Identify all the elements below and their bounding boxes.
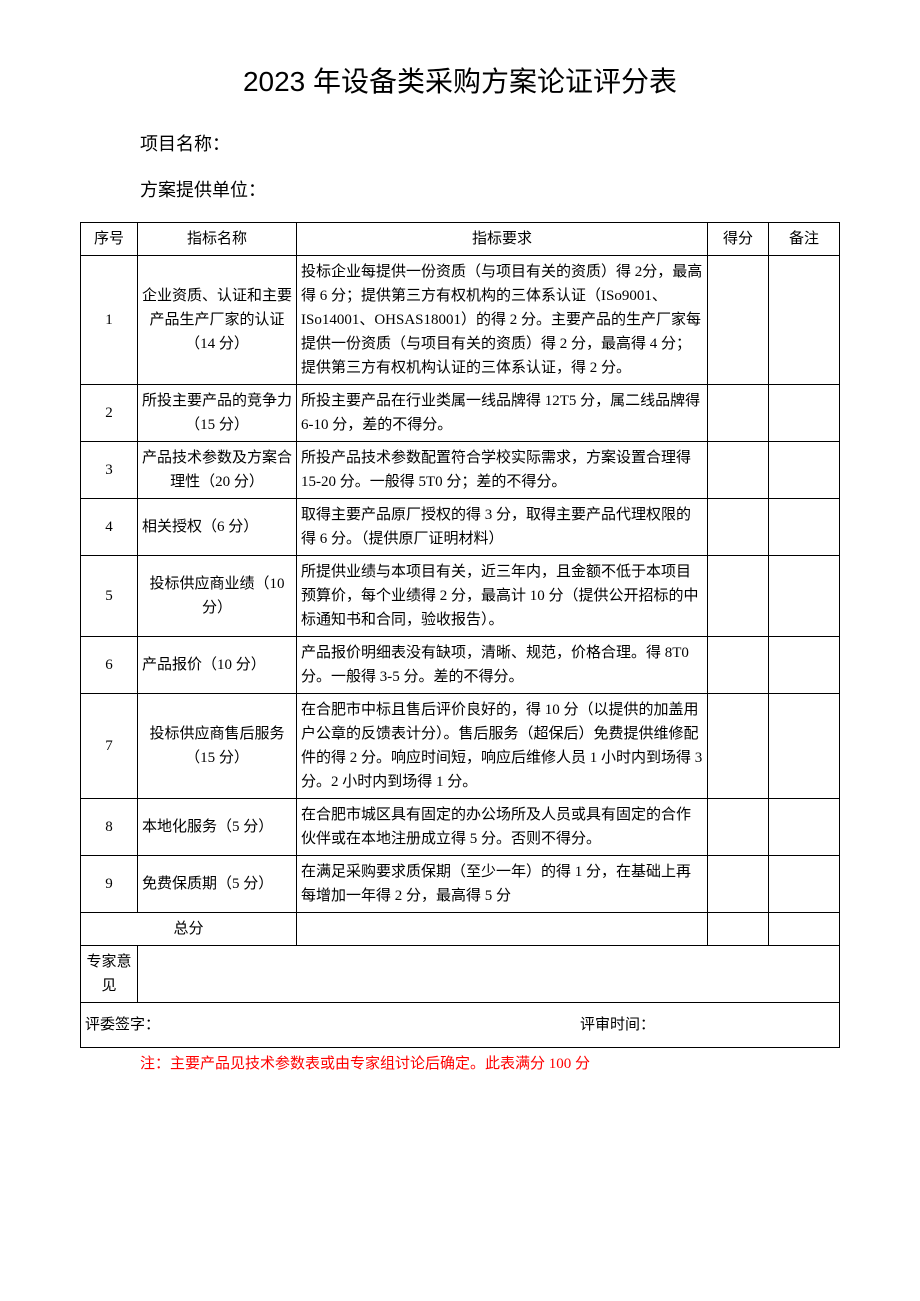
signature-right-label: 评审时间： <box>580 1013 835 1037</box>
cell-score <box>708 256 769 385</box>
total-score <box>708 913 769 946</box>
cell-seq: 4 <box>81 499 138 556</box>
table-row: 9 免费保质期（5 分） 在满足采购要求质保期（至少一年）的得 1 分，在基础上… <box>81 856 840 913</box>
cell-name: 企业资质、认证和主要产品生产厂家的认证（14 分） <box>138 256 297 385</box>
scoring-table: 序号 指标名称 指标要求 得分 备注 1 企业资质、认证和主要产品生产厂家的认证… <box>80 222 840 1048</box>
cell-score <box>708 694 769 799</box>
cell-remark <box>769 856 840 913</box>
cell-name: 投标供应商业绩（10分） <box>138 556 297 637</box>
expert-row: 专家意见 <box>81 946 840 1003</box>
cell-seq: 7 <box>81 694 138 799</box>
table-row: 1 企业资质、认证和主要产品生产厂家的认证（14 分） 投标企业每提供一份资质（… <box>81 256 840 385</box>
cell-name: 产品报价（10 分） <box>138 637 297 694</box>
cell-req: 在合肥市中标且售后评价良好的，得 10 分（以提供的加盖用户公章的反馈表计分）。… <box>297 694 708 799</box>
cell-seq: 3 <box>81 442 138 499</box>
total-label: 总分 <box>81 913 297 946</box>
total-remark <box>769 913 840 946</box>
cell-score <box>708 499 769 556</box>
expert-label: 专家意见 <box>81 946 138 1003</box>
table-row: 3 产品技术参数及方案合理性（20 分） 所投产品技术参数配置符合学校实际需求，… <box>81 442 840 499</box>
table-row: 8 本地化服务（5 分） 在合肥市城区具有固定的办公场所及人员或具有固定的合作伙… <box>81 799 840 856</box>
header-name: 指标名称 <box>138 223 297 256</box>
cell-score <box>708 637 769 694</box>
cell-name: 相关授权（6 分） <box>138 499 297 556</box>
cell-name: 免费保质期（5 分） <box>138 856 297 913</box>
cell-req: 在合肥市城区具有固定的办公场所及人员或具有固定的合作伙伴或在本地注册成立得 5 … <box>297 799 708 856</box>
cell-seq: 5 <box>81 556 138 637</box>
cell-req: 所提供业绩与本项目有关，近三年内，且金额不低于本项目预算价，每个业绩得 2 分，… <box>297 556 708 637</box>
cell-name: 本地化服务（5 分） <box>138 799 297 856</box>
table-row: 6 产品报价（10 分） 产品报价明细表没有缺项，清晰、规范，价格合理。得 8T… <box>81 637 840 694</box>
cell-req: 取得主要产品原厂授权的得 3 分，取得主要产品代理权限的得 6 分。（提供原厂证… <box>297 499 708 556</box>
cell-req: 产品报价明细表没有缺项，清晰、规范，价格合理。得 8T0 分。一般得 3-5 分… <box>297 637 708 694</box>
cell-score <box>708 385 769 442</box>
table-row: 5 投标供应商业绩（10分） 所提供业绩与本项目有关，近三年内，且金额不低于本项… <box>81 556 840 637</box>
header-score: 得分 <box>708 223 769 256</box>
cell-score <box>708 556 769 637</box>
cell-remark <box>769 499 840 556</box>
cell-req: 所投产品技术参数配置符合学校实际需求，方案设置合理得 15-20 分。一般得 5… <box>297 442 708 499</box>
table-row: 2 所投主要产品的竞争力（15 分） 所投主要产品在行业类属一线品牌得 12T5… <box>81 385 840 442</box>
cell-seq: 8 <box>81 799 138 856</box>
cell-score <box>708 856 769 913</box>
cell-seq: 9 <box>81 856 138 913</box>
header-remark: 备注 <box>769 223 840 256</box>
cell-remark <box>769 442 840 499</box>
cell-seq: 2 <box>81 385 138 442</box>
cell-seq: 6 <box>81 637 138 694</box>
supplier-label: 方案提供单位： <box>80 176 840 202</box>
cell-name: 投标供应商售后服务（15 分） <box>138 694 297 799</box>
cell-req: 在满足采购要求质保期（至少一年）的得 1 分，在基础上再每增加一年得 2 分，最… <box>297 856 708 913</box>
cell-remark <box>769 637 840 694</box>
page-title: 2023 年设备类采购方案论证评分表 <box>80 60 840 100</box>
cell-name: 所投主要产品的竞争力（15 分） <box>138 385 297 442</box>
cell-req: 所投主要产品在行业类属一线品牌得 12T5 分，属二线品牌得 6-10 分，差的… <box>297 385 708 442</box>
cell-remark <box>769 556 840 637</box>
cell-seq: 1 <box>81 256 138 385</box>
cell-remark <box>769 385 840 442</box>
signature-cell: 评委签字： 评审时间： <box>81 1003 840 1048</box>
header-req: 指标要求 <box>297 223 708 256</box>
cell-remark <box>769 799 840 856</box>
cell-remark <box>769 256 840 385</box>
table-header-row: 序号 指标名称 指标要求 得分 备注 <box>81 223 840 256</box>
table-row: 7 投标供应商售后服务（15 分） 在合肥市中标且售后评价良好的，得 10 分（… <box>81 694 840 799</box>
project-name-label: 项目名称： <box>80 130 840 156</box>
header-seq: 序号 <box>81 223 138 256</box>
cell-score <box>708 799 769 856</box>
total-row: 总分 <box>81 913 840 946</box>
signature-left-label: 评委签字： <box>85 1013 160 1037</box>
cell-name: 产品技术参数及方案合理性（20 分） <box>138 442 297 499</box>
cell-score <box>708 442 769 499</box>
signature-row: 评委签字： 评审时间： <box>81 1003 840 1048</box>
expert-content <box>138 946 840 1003</box>
total-req <box>297 913 708 946</box>
footnote: 注：主要产品见技术参数表或由专家组讨论后确定。此表满分 100 分 <box>80 1052 840 1073</box>
cell-remark <box>769 694 840 799</box>
cell-req: 投标企业每提供一份资质（与项目有关的资质）得 2分，最高得 6 分；提供第三方有… <box>297 256 708 385</box>
table-row: 4 相关授权（6 分） 取得主要产品原厂授权的得 3 分，取得主要产品代理权限的… <box>81 499 840 556</box>
